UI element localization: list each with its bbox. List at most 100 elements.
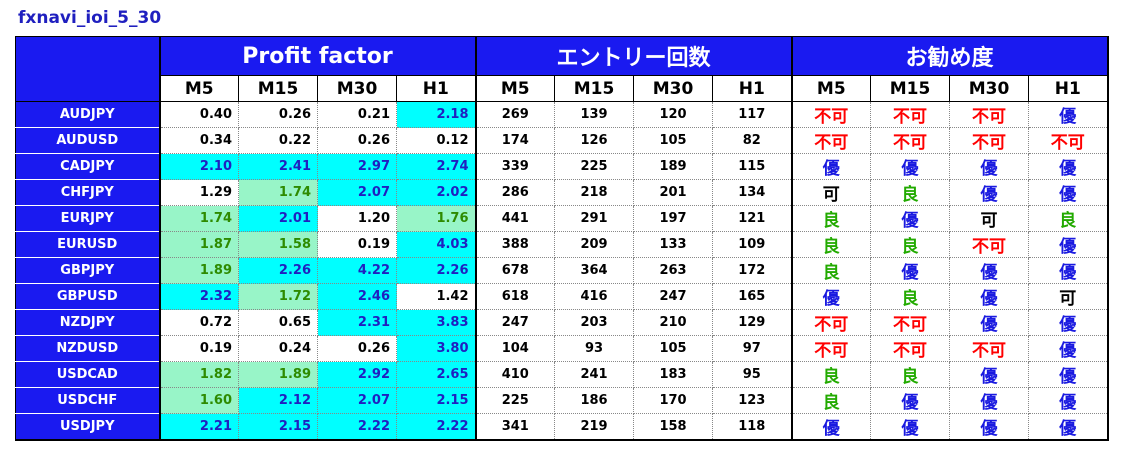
recommendation-cell: 良 — [870, 361, 951, 388]
recommendation-cell: 不可 — [949, 127, 1030, 154]
profit-factor-cell: 2.22 — [317, 413, 397, 441]
entry-count-cell: 82 — [712, 127, 793, 154]
entry-count-cell: 117 — [712, 101, 793, 128]
recommendation-cell: 優 — [1028, 309, 1109, 336]
recommendation-cell: 不可 — [870, 309, 951, 336]
profit-factor-cell: 0.72 — [158, 309, 239, 336]
recommendation-cell: 優 — [870, 257, 951, 284]
profit-factor-cell: 2.41 — [238, 153, 318, 180]
entry-count-cell: 241 — [554, 361, 635, 388]
profit-factor-cell: 2.92 — [317, 361, 397, 388]
recommendation-cell: 不可 — [790, 127, 872, 154]
entry-count-cell: 126 — [554, 127, 635, 154]
profit-factor-cell: 1.60 — [158, 387, 239, 414]
profit-factor-cell: 4.03 — [396, 231, 477, 258]
group-header-recommendation: お勧め度 — [790, 36, 1109, 76]
entry-count-cell: 105 — [633, 335, 714, 362]
pair-label: USDCAD — [15, 361, 160, 388]
recommendation-cell: 可 — [949, 205, 1030, 232]
profit-factor-cell: 4.22 — [317, 257, 397, 284]
entry-count-cell: 263 — [633, 257, 714, 284]
entry-count-cell: 134 — [712, 179, 793, 206]
table-row: EURJPY 1.74 2.01 1.20 1.76 441 291 197 121 良優可良 — [15, 205, 1109, 232]
recommendation-cell: 優 — [949, 283, 1030, 310]
entry-count-cell: 121 — [712, 205, 793, 232]
column-header-rec-m30: M30 — [949, 75, 1030, 102]
profit-factor-cell: 1.82 — [158, 361, 239, 388]
entry-count-cell: 133 — [633, 231, 714, 258]
profit-factor-cell: 1.20 — [317, 205, 397, 232]
profit-factor-cell: 0.26 — [317, 335, 397, 362]
recommendation-cell: 可 — [790, 179, 872, 206]
group-header-profit-factor: Profit factor — [158, 36, 477, 76]
recommendation-cell: 優 — [1028, 335, 1109, 362]
entry-count-cell: 441 — [474, 205, 556, 232]
recommendation-cell: 不可 — [1028, 127, 1109, 154]
column-header-rec-m5: M5 — [790, 75, 872, 102]
entry-count-cell: 158 — [633, 413, 714, 441]
profit-factor-cell: 2.01 — [238, 205, 318, 232]
entry-count-cell: 203 — [554, 309, 635, 336]
recommendation-cell: 良 — [1028, 205, 1109, 232]
column-header-ent-m30: M30 — [633, 75, 714, 102]
profit-factor-cell: 2.10 — [158, 153, 239, 180]
profit-factor-cell: 1.89 — [158, 257, 239, 284]
column-header-ent-m15: M15 — [554, 75, 635, 102]
recommendation-cell: 優 — [1028, 101, 1109, 128]
results-table: Profit factor エントリー回数 お勧め度 M5 M15 M30 H1 M5 M… — [15, 36, 1109, 441]
entry-count-cell: 291 — [554, 205, 635, 232]
table-row: GBPUSD 2.32 1.72 2.46 1.42 618 416 247 165 優良優可 — [15, 283, 1109, 310]
entry-count-cell: 197 — [633, 205, 714, 232]
column-header-ent-m5: M5 — [474, 75, 556, 102]
recommendation-cell: 優 — [870, 413, 951, 441]
recommendation-cell: 優 — [870, 387, 951, 414]
entry-count-cell: 339 — [474, 153, 556, 180]
column-header-rec-m15: M15 — [870, 75, 951, 102]
profit-factor-cell: 2.46 — [317, 283, 397, 310]
recommendation-cell: 優 — [870, 153, 951, 180]
table-row: NZDUSD 0.19 0.24 0.26 3.80 104 93 105 97 不可 不可 不可優 — [15, 335, 1109, 362]
entry-count-cell: 247 — [633, 283, 714, 310]
recommendation-cell: 不可 — [790, 309, 872, 336]
recommendation-cell: 不可 — [790, 101, 872, 128]
entry-count-cell: 247 — [474, 309, 556, 336]
profit-factor-cell: 0.34 — [158, 127, 239, 154]
recommendation-cell: 不可 — [870, 127, 951, 154]
profit-factor-cell: 2.15 — [238, 413, 318, 441]
profit-factor-cell: 2.32 — [158, 283, 239, 310]
profit-factor-cell: 0.19 — [158, 335, 239, 362]
profit-factor-cell: 0.24 — [238, 335, 318, 362]
profit-factor-cell: 1.29 — [158, 179, 239, 206]
entry-count-cell: 109 — [712, 231, 793, 258]
recommendation-cell: 不可 — [949, 335, 1030, 362]
recommendation-cell: 優 — [790, 413, 872, 441]
recommendation-cell: 優 — [1028, 179, 1109, 206]
entry-count-cell: 209 — [554, 231, 635, 258]
recommendation-cell: 優 — [949, 309, 1030, 336]
recommendation-cell: 不可 — [949, 231, 1030, 258]
entry-count-cell: 341 — [474, 413, 556, 441]
profit-factor-cell: 2.21 — [158, 413, 239, 441]
pair-label: NZDJPY — [15, 309, 160, 336]
profit-factor-cell: 2.12 — [238, 387, 318, 414]
entry-count-cell: 286 — [474, 179, 556, 206]
profit-factor-cell: 2.65 — [396, 361, 477, 388]
column-header-pf-m15: M15 — [238, 75, 318, 102]
entry-count-cell: 364 — [554, 257, 635, 284]
table-row: EURUSD 1.87 1.58 0.19 4.03 388 209 133 109 良良不可優 — [15, 231, 1109, 258]
profit-factor-cell: 1.74 — [158, 205, 239, 232]
column-header-pf-m5: M5 — [158, 75, 239, 102]
profit-factor-cell: 2.07 — [317, 387, 397, 414]
pair-label: USDCHF — [15, 387, 160, 414]
recommendation-cell: 優 — [949, 153, 1030, 180]
profit-factor-cell: 2.26 — [238, 257, 318, 284]
profit-factor-cell: 0.65 — [238, 309, 318, 336]
pair-label: CADJPY — [15, 153, 160, 180]
entry-count-cell: 225 — [474, 387, 556, 414]
table-row: CADJPY 2.10 2.41 2.97 2.74 339 225 189 115 優優優優 — [15, 153, 1109, 180]
entry-count-cell: 618 — [474, 283, 556, 310]
entry-count-cell: 129 — [712, 309, 793, 336]
entry-count-cell: 104 — [474, 335, 556, 362]
recommendation-cell: 良 — [790, 387, 872, 414]
profit-factor-cell: 3.83 — [396, 309, 477, 336]
